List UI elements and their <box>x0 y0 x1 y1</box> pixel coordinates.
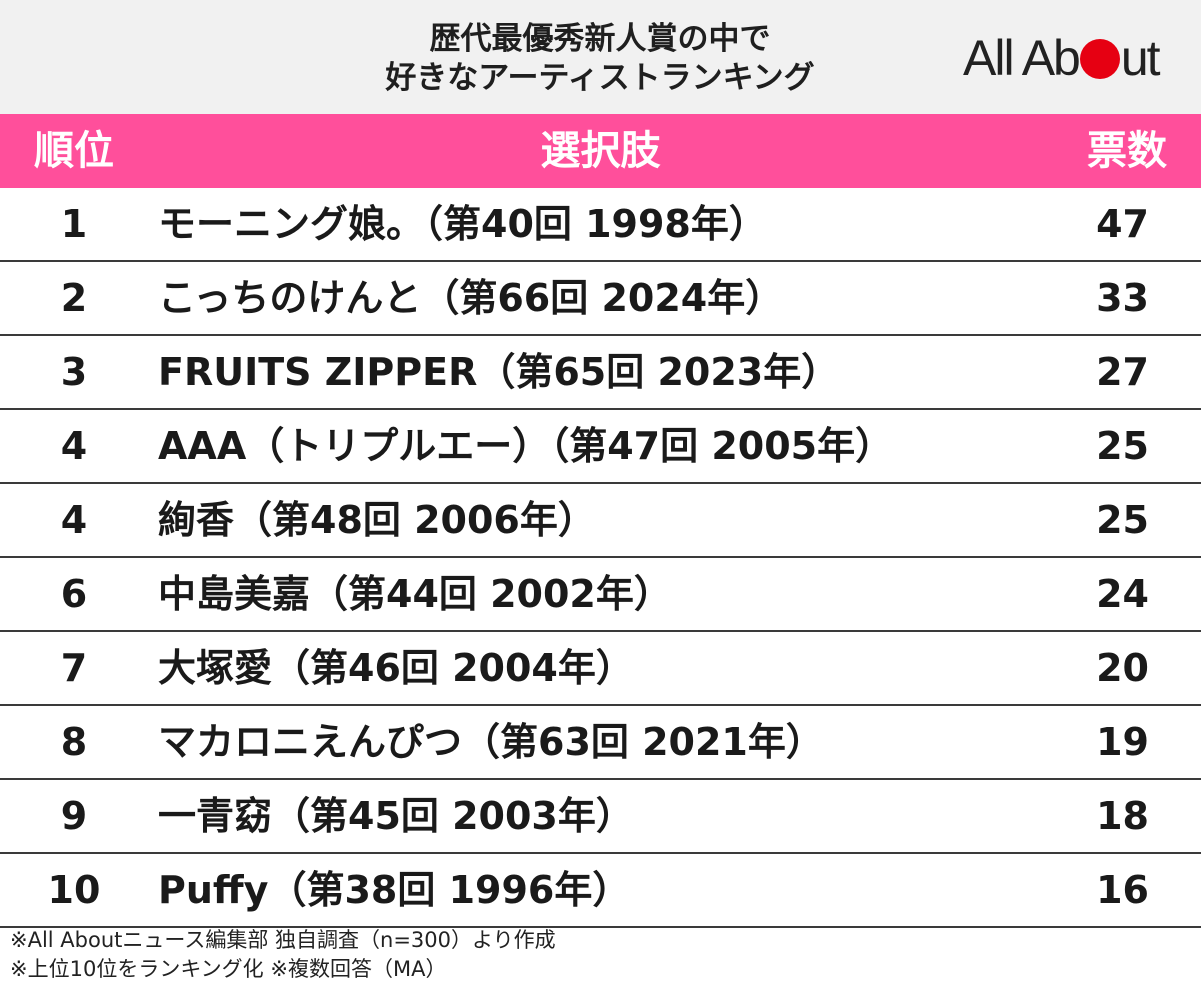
votes-cell: 18 <box>1096 794 1149 838</box>
votes-cell: 16 <box>1096 868 1149 912</box>
rank-cell: 4 <box>60 424 88 468</box>
votes-cell: 24 <box>1096 572 1149 616</box>
table-row: 4 絢香（第48回 2006年） 25 <box>0 484 1201 558</box>
rank-cell: 1 <box>60 202 88 246</box>
votes-cell: 33 <box>1096 276 1149 320</box>
footnotes: ※All Aboutニュース編集部 独自調査（n=300）より作成 ※上位10位… <box>10 926 556 984</box>
table-row: 7 大塚愛（第46回 2004年） 20 <box>0 632 1201 706</box>
rank-cell: 3 <box>60 350 88 394</box>
ranking-table: 1 モーニング娘。（第40回 1998年） 47 2 こっちのけんと（第66回 2024… <box>0 188 1201 928</box>
rank-cell: 10 <box>47 868 101 912</box>
title-line-2: 好きなアーティストランキング <box>385 60 815 96</box>
column-header-choice: 選択肢 <box>540 128 661 174</box>
logo-text-end: ut <box>1120 30 1161 86</box>
footnote-method: ※上位10位をランキング化 ※複数回答（MA） <box>10 957 447 981</box>
table-row: 1 モーニング娘。（第40回 1998年） 47 <box>0 188 1201 262</box>
choice-cell: マカロニえんぴつ（第63回 2021年） <box>158 720 824 764</box>
choice-cell: Puffy（第38回 1996年） <box>158 868 631 912</box>
votes-cell: 27 <box>1096 350 1149 394</box>
choice-cell: 大塚愛（第46回 2004年） <box>158 646 634 690</box>
footnote-source: ※All Aboutニュース編集部 独自調査（n=300）より作成 <box>10 928 556 952</box>
table-row: 8 マカロニえんぴつ（第63回 2021年） 19 <box>0 706 1201 780</box>
votes-cell: 20 <box>1096 646 1149 690</box>
table-row: 3 FRUITS ZIPPER（第65回 2023年） 27 <box>0 336 1201 410</box>
choice-cell: こっちのけんと（第66回 2024年） <box>158 276 784 320</box>
column-header-votes: 票数 <box>1087 128 1167 174</box>
votes-cell: 25 <box>1096 498 1149 542</box>
logo-red-dot-icon <box>1079 39 1120 79</box>
rank-cell: 9 <box>60 794 88 838</box>
choice-cell: FRUITS ZIPPER（第65回 2023年） <box>158 350 840 394</box>
rank-cell: 8 <box>60 720 88 764</box>
table-row: 6 中島美嘉（第44回 2002年） 24 <box>0 558 1201 632</box>
table-row: 9 一青窈（第45回 2003年） 18 <box>0 780 1201 854</box>
logo-text-start: All Ab <box>963 30 1081 86</box>
table-row: 2 こっちのけんと（第66回 2024年） 33 <box>0 262 1201 336</box>
column-header-row: 選択肢 順位 票数 <box>0 114 1201 188</box>
column-header-rank: 順位 <box>34 128 114 174</box>
rank-cell: 2 <box>60 276 88 320</box>
title-line-1: 歴代最優秀新人賞の中で <box>429 21 771 57</box>
votes-cell: 47 <box>1096 202 1149 246</box>
table-row: 10 Puffy（第38回 1996年） 16 <box>0 854 1201 928</box>
rank-cell: 6 <box>60 572 88 616</box>
all-about-logo: All Ab ut <box>963 28 1161 88</box>
choice-cell: モーニング娘。（第40回 1998年） <box>158 202 767 246</box>
choice-cell: AAA（トリプルエー）（第47回 2005年） <box>158 424 894 468</box>
page-title: 歴代最優秀新人賞の中で 好きなアーティストランキング <box>250 20 950 98</box>
header-area: 歴代最優秀新人賞の中で 好きなアーティストランキング All Ab ut <box>0 0 1201 114</box>
table-row: 4 AAA（トリプルエー）（第47回 2005年） 25 <box>0 410 1201 484</box>
rank-cell: 7 <box>60 646 88 690</box>
votes-cell: 19 <box>1096 720 1149 764</box>
votes-cell: 25 <box>1096 424 1149 468</box>
choice-cell: 一青窈（第45回 2003年） <box>158 794 634 838</box>
rank-cell: 4 <box>60 498 88 542</box>
choice-cell: 中島美嘉（第44回 2002年） <box>158 572 672 616</box>
choice-cell: 絢香（第48回 2006年） <box>158 498 596 542</box>
